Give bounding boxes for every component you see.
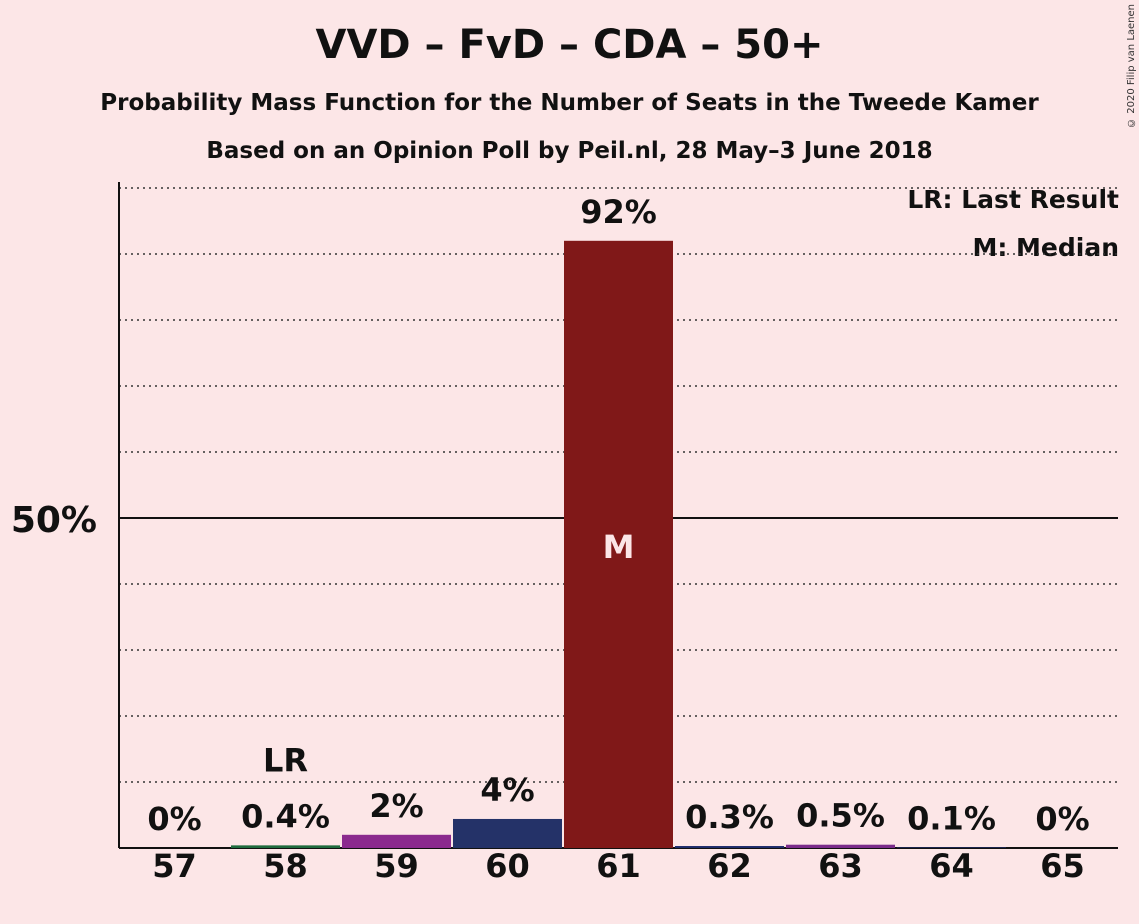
bar-63 — [786, 844, 895, 848]
value-label-63: 0.5% — [796, 797, 885, 835]
bar-60 — [453, 818, 562, 848]
x-tick-label-62: 62 — [707, 847, 752, 885]
y-tick-label: 50% — [11, 500, 97, 541]
bar-62 — [675, 846, 784, 848]
x-tick-label-64: 64 — [929, 847, 974, 885]
x-tick-label-63: 63 — [818, 847, 863, 885]
bar-59 — [342, 834, 451, 848]
x-tick-label-60: 60 — [485, 847, 530, 885]
value-label-60: 4% — [480, 771, 534, 809]
chart-source: Based on an Opinion Poll by Peil.nl, 28 … — [206, 138, 933, 164]
value-label-64: 0.1% — [907, 799, 996, 837]
value-label-61: 92% — [580, 193, 657, 231]
x-tick-label-61: 61 — [596, 847, 641, 885]
legend-last-result: LR: Last Result — [907, 185, 1119, 214]
chart-subtitle: Probability Mass Function for the Number… — [100, 90, 1039, 116]
x-tick-label-59: 59 — [374, 847, 419, 885]
chart-title: VVD – FvD – CDA – 50+ — [315, 22, 824, 68]
value-label-59: 2% — [369, 787, 423, 825]
value-label-57: 0% — [147, 800, 201, 838]
bar-61 — [564, 240, 673, 849]
value-label-62: 0.3% — [685, 798, 774, 836]
value-label-58: 0.4% — [241, 797, 330, 835]
value-label-65: 0% — [1035, 800, 1089, 838]
bar-64 — [897, 847, 1006, 848]
last-result-marker: LR — [263, 741, 308, 779]
x-tick-label-58: 58 — [263, 847, 308, 885]
median-marker: M — [603, 528, 635, 566]
x-tick-label-65: 65 — [1040, 847, 1085, 885]
legend-median: M: Median — [972, 233, 1119, 262]
bar-58 — [231, 845, 340, 848]
x-tick-label-57: 57 — [152, 847, 197, 885]
